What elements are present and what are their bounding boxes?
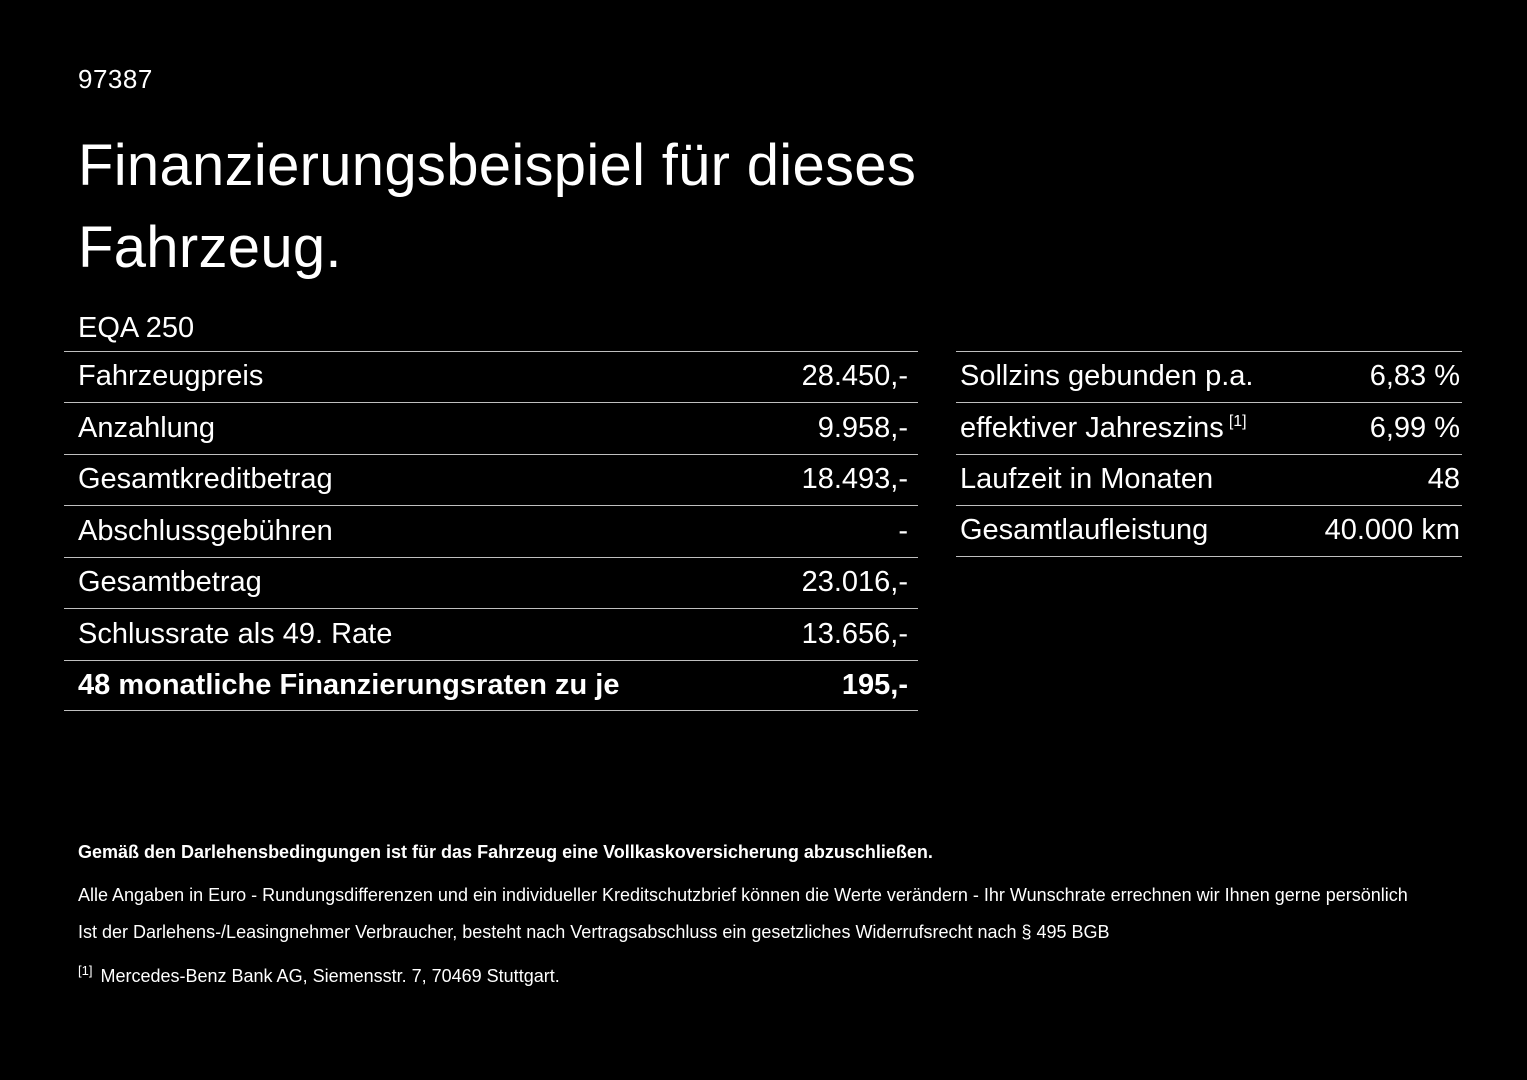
- table-row-schlussrate: Schlussrate als 49. Rate 13.656,-: [64, 608, 918, 660]
- row-value: 48: [1427, 463, 1460, 496]
- row-label: Laufzeit in Monaten: [960, 463, 1214, 496]
- withdrawal-note: Ist der Darlehens-/Leasingnehmer Verbrau…: [78, 922, 1110, 942]
- footnote-marker: [1]: [1228, 413, 1247, 431]
- financing-tables: Fahrzeugpreis 28.450,- Anzahlung 9.958,-…: [64, 350, 1463, 712]
- table-row-laufzeit: Laufzeit in Monaten 48: [956, 453, 1462, 506]
- row-label: Gesamtkreditbetrag: [78, 463, 333, 496]
- table-row-gesamtbetrag: Gesamtbetrag 23.016,-: [64, 556, 918, 609]
- row-value: 195,-: [841, 668, 908, 701]
- table-row-effektiver-jahreszins: effektiver Jahreszins [1] 6,99 %: [956, 402, 1462, 454]
- row-label: Sollzins gebunden p.a.: [960, 360, 1254, 393]
- table-row-monatsrate: 48 monatliche Finanzierungsraten zu je 1…: [64, 659, 918, 712]
- row-label: Gesamtlaufleistung: [960, 514, 1209, 547]
- euro-note: Alle Angaben in Euro - Rundungsdifferenz…: [78, 885, 1408, 905]
- row-label-text: effektiver Jahreszins: [960, 411, 1224, 444]
- row-label: Gesamtbetrag: [78, 566, 262, 599]
- table-row-fahrzeugpreis: Fahrzeugpreis 28.450,-: [64, 350, 918, 403]
- row-value: 6,99 %: [1369, 411, 1460, 444]
- page-title-line2: Fahrzeug.: [78, 215, 342, 281]
- page-title-line1: Finanzierungsbeispiel für dieses: [78, 133, 917, 198]
- row-value: -: [898, 514, 908, 547]
- conditions-table: Sollzins gebunden p.a. 6,83 % effektiver…: [956, 350, 1462, 557]
- vehicle-model: EQA 250: [78, 311, 195, 344]
- finance-table: Fahrzeugpreis 28.450,- Anzahlung 9.958,-…: [64, 350, 918, 712]
- document-id: 97387: [78, 64, 153, 94]
- table-row-gesamtkreditbetrag: Gesamtkreditbetrag 18.493,-: [64, 453, 918, 506]
- table-row-gesamtlaufleistung: Gesamtlaufleistung 40.000 km: [956, 505, 1462, 557]
- row-label: Abschlussgebühren: [78, 514, 333, 547]
- page-title: Finanzierungsbeispiel für dieses Fahrzeu…: [78, 125, 1463, 290]
- row-value: 13.656,-: [801, 617, 908, 650]
- bank-footnote: [1] Mercedes-Benz Bank AG, Siemensstr. 7,…: [78, 963, 1457, 987]
- row-value: 40.000 km: [1324, 514, 1460, 547]
- table-row-anzahlung: Anzahlung 9.958,-: [64, 402, 918, 454]
- insurance-note: Gemäß den Darlehensbedingungen ist für d…: [78, 842, 933, 862]
- row-label: effektiver Jahreszins [1]: [960, 412, 1247, 445]
- row-value: 23.016,-: [801, 566, 908, 599]
- table-row-abschlussgebuehren: Abschlussgebühren -: [64, 505, 918, 557]
- legal-footer: Gemäß den Darlehensbedingungen ist für d…: [78, 842, 1457, 987]
- footnote-text: Mercedes-Benz Bank AG, Siemensstr. 7, 70…: [100, 966, 560, 986]
- row-value: 18.493,-: [801, 463, 908, 496]
- row-value: 9.958,-: [817, 411, 908, 444]
- footnote-marker: [1]: [78, 963, 93, 978]
- row-value: 6,83 %: [1369, 360, 1460, 393]
- table-row-sollzins: Sollzins gebunden p.a. 6,83 %: [956, 350, 1462, 403]
- row-value: 28.450,-: [801, 360, 908, 393]
- row-label: Schlussrate als 49. Rate: [78, 617, 393, 650]
- row-label: Fahrzeugpreis: [78, 360, 264, 393]
- row-label: Anzahlung: [78, 411, 216, 444]
- row-label: 48 monatliche Finanzierungsraten zu je: [78, 668, 620, 701]
